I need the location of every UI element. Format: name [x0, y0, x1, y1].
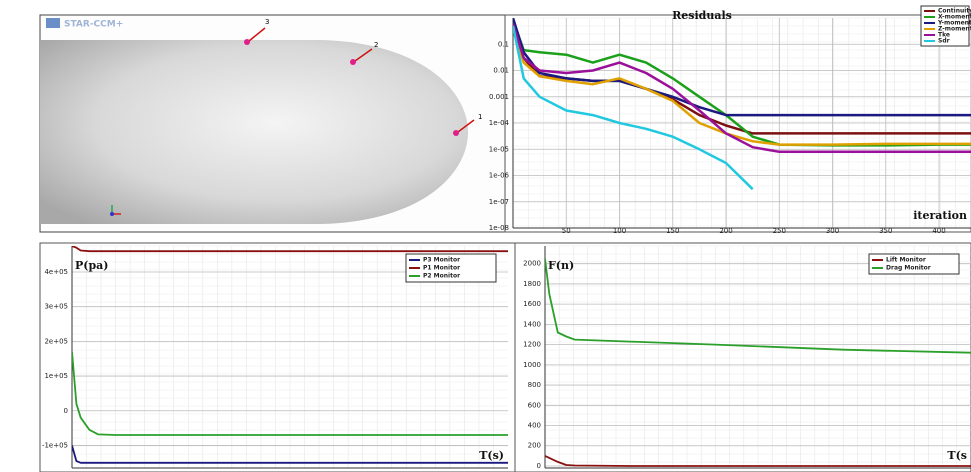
y-axis-label: P(pa)	[75, 259, 109, 272]
y-tick-label: 4e+05	[44, 268, 68, 276]
y-tick-label: 1200	[523, 341, 541, 349]
chart-title: Residuals	[672, 9, 732, 22]
legend-label: Drag Monitor	[886, 265, 931, 272]
y-tick-label: 400	[528, 422, 541, 430]
probe	[244, 39, 250, 45]
probe-label: 3	[265, 18, 269, 26]
x-axis-label: iteration	[913, 209, 967, 222]
y-tick-label: 1e-07	[489, 198, 509, 206]
legend-label: P2 Monitor	[423, 273, 460, 280]
render-panel: STAR-CCM+ 1 2 3	[40, 15, 505, 232]
body-shape	[40, 40, 468, 224]
y-tick-label: 1e-04	[489, 119, 510, 127]
legend-label: P1 Monitor	[423, 265, 460, 272]
probe-label: 1	[478, 113, 482, 121]
legend-label: Lift Monitor	[886, 257, 926, 264]
probe	[453, 130, 459, 136]
chart: 2000180016001400120010008006004002000Lif…	[515, 243, 971, 472]
probe	[350, 59, 356, 65]
y-tick-label: 1600	[523, 300, 541, 308]
legend-label: Sdr	[938, 38, 950, 45]
chart-frame	[515, 243, 971, 472]
x-axis-label: T(s	[947, 449, 967, 462]
y-tick-label: 0	[64, 407, 68, 415]
y-tick-label: 600	[528, 401, 541, 409]
probe-label: 2	[374, 41, 378, 49]
y-axis-label: F(n)	[548, 259, 574, 272]
y-tick-label: 3e+05	[44, 303, 68, 311]
y-tick-label: -1e+05	[42, 441, 68, 449]
y-tick-label: 0.001	[489, 93, 509, 101]
y-tick-label: 2e+05	[44, 337, 68, 345]
y-tick-label: 800	[528, 381, 541, 389]
y-tick-label: 1e-05	[489, 145, 509, 153]
screenshot: STAR-CCM+ 1 2 3 0.1 0.01 0.001 1e-04 1e-05 1e…	[0, 0, 971, 472]
y-tick-label: 1e-06	[489, 172, 510, 180]
y-tick-label: 2000	[523, 260, 541, 268]
y-tick-label: 0.01	[493, 67, 509, 75]
y-tick-label: 1800	[523, 280, 541, 288]
y-tick-label: 0.1	[498, 40, 509, 48]
y-tick-label: 0	[537, 462, 541, 470]
legend-label: P3 Monitor	[423, 257, 460, 264]
logo: STAR-CCM+	[64, 20, 123, 30]
y-tick-label: 200	[528, 442, 541, 450]
y-tick-label: 1000	[523, 361, 541, 369]
y-tick-label: 1e-08	[489, 224, 509, 232]
y-tick-label: 1400	[523, 320, 541, 328]
legend: ContinuityX-momentumY-momentumZ-momentum…	[921, 6, 971, 46]
y-tick-label: 1e+05	[44, 372, 68, 380]
x-axis-label: T(s)	[479, 449, 504, 462]
logo-icon	[46, 18, 60, 28]
